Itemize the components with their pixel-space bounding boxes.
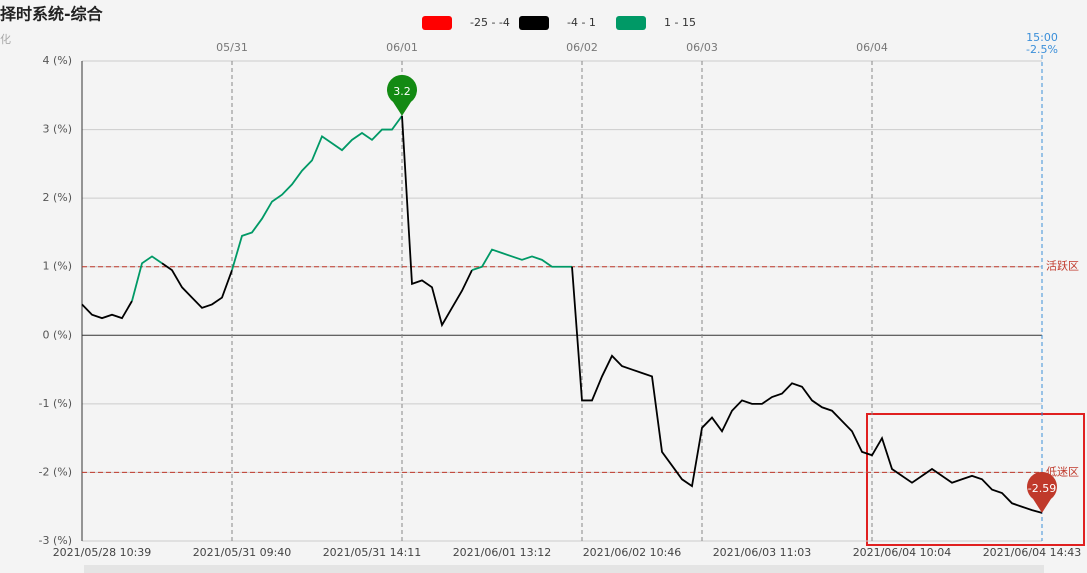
x-tick-label: 2021/06/04 14:43: [983, 546, 1082, 559]
line-segment: [571, 266, 1043, 514]
reference-label: 活跃区: [1046, 259, 1079, 273]
day-label: 06/01: [386, 41, 418, 54]
pin: [387, 74, 418, 116]
y-tick-label: 3 (%): [42, 123, 72, 136]
legend-label: -25 - -4: [470, 16, 510, 29]
day-label: 06/04: [856, 41, 888, 54]
line-segment: [401, 115, 473, 328]
legend-label: -4 - 1: [567, 16, 596, 29]
chart-title: 择时系统-综合: [0, 5, 104, 24]
legend-swatch: [616, 16, 646, 30]
day-label: 06/03: [686, 41, 718, 54]
x-tick-label: 2021/06/04 10:04: [853, 546, 952, 559]
x-tick-label: 2021/06/01 13:12: [453, 546, 552, 559]
now-change: -2.5%: [1026, 43, 1058, 56]
pin: [1027, 471, 1058, 513]
day-label: 05/31: [216, 41, 248, 54]
chart-subtitle: 化: [0, 32, 11, 46]
x-tick-label: 2021/05/28 10:39: [53, 546, 152, 559]
line-segment: [161, 262, 233, 309]
line-segment: [471, 248, 572, 271]
x-tick-label: 2021/06/03 11:03: [713, 546, 812, 559]
pin-label: 3.2: [393, 85, 411, 98]
x-tick-label: 2021/05/31 14:11: [323, 546, 422, 559]
legend-label: 1 - 15: [664, 16, 696, 29]
x-tick-label: 2021/06/02 10:46: [583, 546, 682, 559]
y-tick-label: -2 (%): [39, 465, 73, 478]
x-tick-label: 2021/05/31 09:40: [193, 546, 292, 559]
line-segment: [81, 300, 133, 320]
line-segment: [131, 255, 163, 302]
line-segment: [231, 115, 403, 271]
scrollbar: [84, 565, 1044, 573]
y-tick-label: -1 (%): [39, 397, 73, 410]
day-label: 06/02: [566, 41, 598, 54]
y-tick-label: 4 (%): [42, 54, 72, 67]
legend-swatch: [519, 16, 549, 30]
now-time: 15:00: [1026, 31, 1058, 44]
y-tick-label: -3 (%): [39, 534, 73, 547]
pin-label: -2.59: [1028, 482, 1056, 495]
y-tick-label: 2 (%): [42, 191, 72, 204]
reference-label: 低迷区: [1046, 465, 1079, 478]
legend-swatch: [422, 16, 452, 30]
highlight-box: [866, 413, 1085, 546]
y-tick-label: 0 (%): [42, 328, 72, 341]
y-tick-label: 1 (%): [42, 260, 72, 273]
